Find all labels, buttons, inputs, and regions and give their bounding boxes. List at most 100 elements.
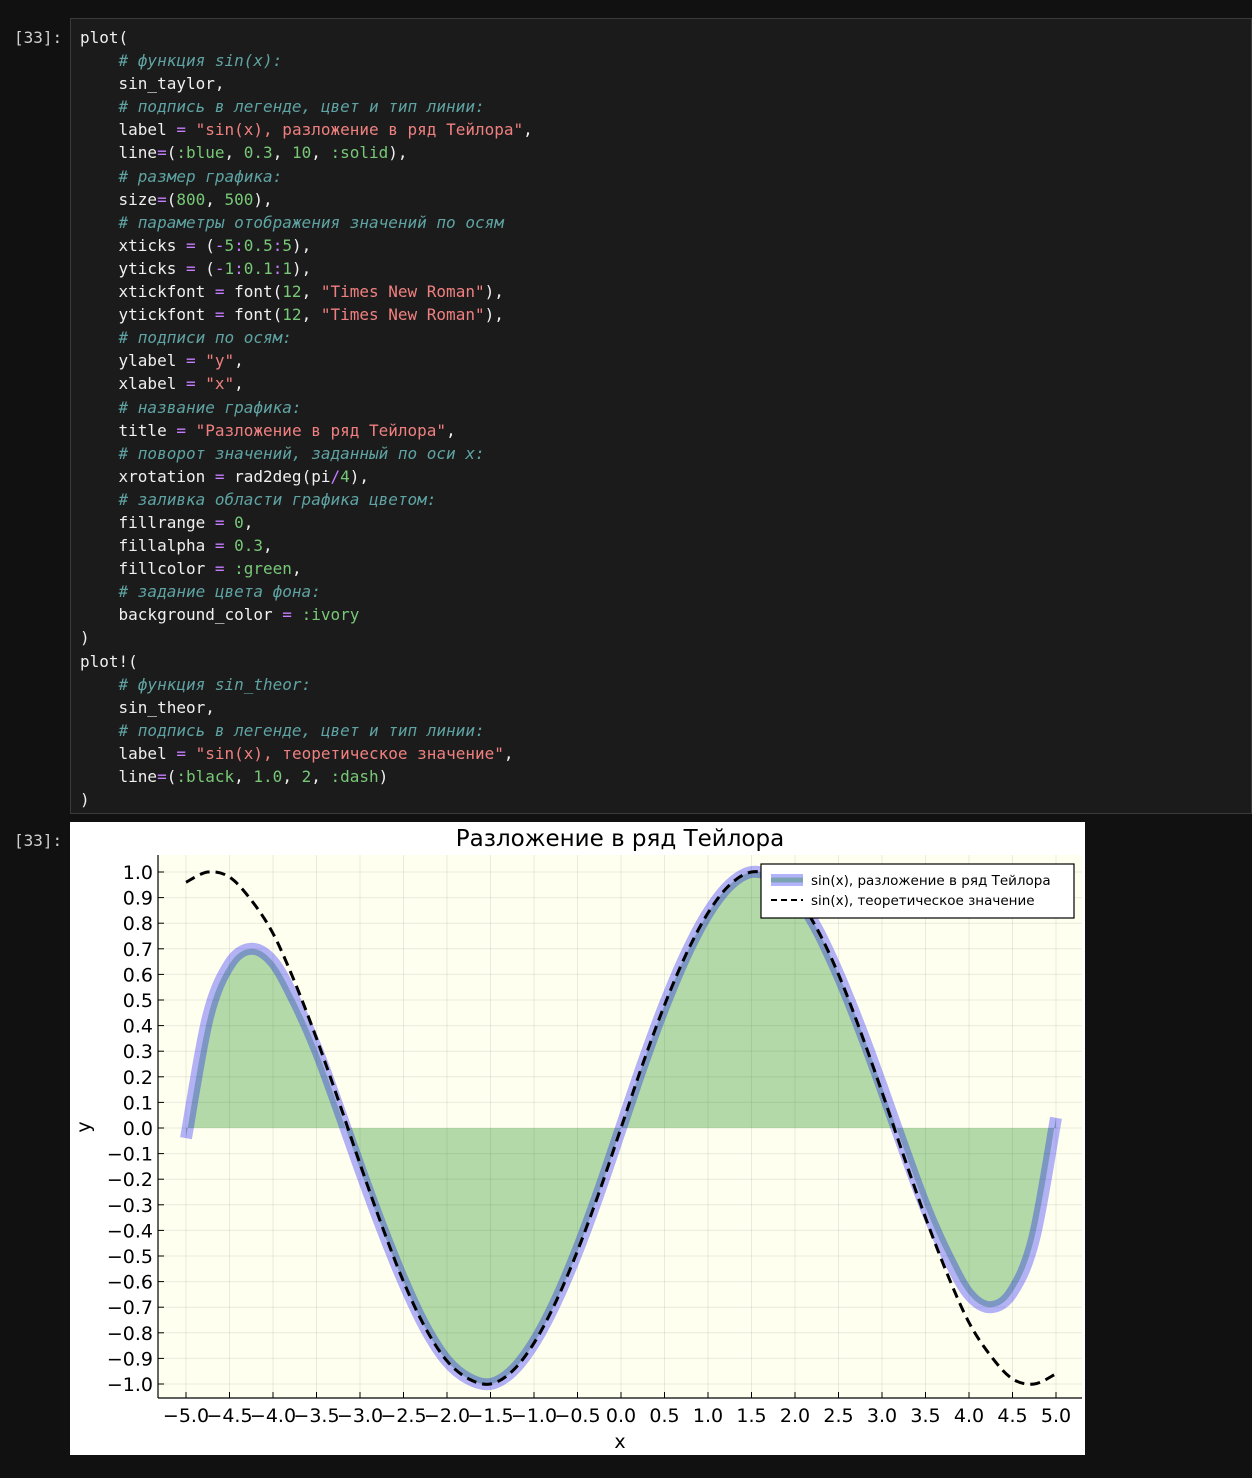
y-tick-label: 1.0 — [123, 862, 153, 884]
x-tick-label: −2.5 — [380, 1405, 426, 1427]
code-token: font( — [224, 305, 283, 325]
x-tick-label: 0.5 — [649, 1405, 679, 1427]
code-token: = — [282, 605, 292, 625]
plot-area — [158, 855, 1082, 1398]
code-token: xrotation — [80, 466, 215, 486]
code-token: # подпись в легенде, цвет и тип линии: — [118, 97, 485, 117]
code-token: "Times New Roman" — [320, 282, 485, 302]
y-tick-label: 0.5 — [123, 990, 153, 1012]
code-token — [186, 744, 196, 763]
code-token: ), — [291, 235, 312, 255]
code-token: = — [157, 143, 167, 163]
y-tick-label: 0.4 — [123, 1016, 153, 1038]
code-token: ( — [195, 258, 215, 278]
code-token — [80, 213, 119, 232]
code-token: "Times New Roman" — [320, 305, 485, 325]
code-token: # размер графика: — [118, 166, 283, 186]
code-token: # подписи по осям: — [118, 328, 292, 348]
code-line: fillcolor = :green, — [80, 559, 302, 578]
code-line: # заливка области графика цветом: — [80, 490, 437, 509]
y-tick-label: −0.7 — [107, 1297, 153, 1319]
code-token — [292, 605, 302, 624]
code-token: "x" — [205, 374, 235, 394]
code-token: = — [214, 282, 225, 302]
code-token: , — [205, 189, 225, 209]
x-tick-label: 5.0 — [1041, 1405, 1071, 1427]
code-token: ( — [166, 189, 177, 209]
x-tick-label: −2.0 — [424, 1405, 470, 1427]
y-tick-label: −0.9 — [107, 1348, 153, 1370]
code-line: # подписи по осям: — [80, 328, 292, 347]
code-token: font( — [224, 282, 283, 302]
code-token: :black — [176, 767, 235, 786]
code-token: 5 — [282, 235, 292, 255]
code-token: , — [291, 559, 302, 579]
code-token: = — [214, 512, 225, 532]
code-token: - — [214, 235, 225, 255]
code-token — [196, 351, 206, 370]
code-cell[interactable]: plot( # функция sin(x): sin_taylor, # по… — [70, 18, 1252, 814]
code-token: # параметры отображения значений по осям — [118, 212, 504, 232]
y-tick-label: 0.2 — [123, 1067, 153, 1089]
code-token: fillrange — [80, 512, 215, 532]
code-token: : — [272, 235, 283, 255]
code-token: ) — [80, 790, 90, 810]
code-token: ( — [195, 235, 215, 255]
code-token: "Разложение в ряд Тейлора" — [195, 420, 447, 440]
code-token: ), — [484, 305, 504, 325]
y-tick-label: 0.6 — [123, 964, 153, 986]
code-token: :ivory — [301, 605, 360, 625]
y-tick-label: 0.3 — [123, 1041, 153, 1063]
series-theor-line — [185, 870, 1057, 1386]
code-token: = — [176, 420, 186, 440]
code-token: 800 — [176, 189, 206, 209]
code-line: # поворот значений, заданный по оси x: — [80, 444, 485, 463]
code-token: , — [272, 143, 292, 163]
x-tick-label: 3.5 — [910, 1405, 940, 1427]
code-line: yticks = (-1:0.1:1), — [80, 258, 312, 278]
code-line: xticks = (-5:0.5:5), — [80, 235, 312, 255]
code-token: # функция sin_theor: — [118, 674, 312, 694]
code-token: xlabel — [80, 374, 186, 394]
code-token: , — [311, 767, 331, 786]
code-token — [225, 559, 235, 578]
code-token: 2 — [301, 767, 312, 786]
code-token: 500 — [224, 189, 254, 209]
code-token: ylabel — [80, 351, 186, 371]
code-token: , — [243, 512, 254, 532]
code-token: , — [234, 767, 254, 786]
y-tick-label: −0.5 — [107, 1246, 153, 1268]
code-token: , — [311, 143, 331, 163]
code-token: label — [80, 743, 177, 763]
code-token — [80, 167, 119, 186]
code-token: sin_theor, — [80, 697, 215, 717]
code-token: title — [80, 420, 177, 440]
code-line: line=(:black, 1.0, 2, :dash) — [80, 767, 389, 786]
x-tick-label: −3.0 — [337, 1405, 383, 1427]
code-token: 4 — [340, 466, 350, 486]
x-tick-label: 2.0 — [780, 1405, 810, 1427]
code-token: = — [214, 466, 225, 486]
code-token: 1 — [224, 258, 235, 278]
code-token — [186, 421, 196, 440]
x-tick-label: −0.5 — [554, 1405, 600, 1427]
code-token: : — [234, 235, 244, 255]
code-token: 0.5 — [243, 235, 273, 255]
code-editor[interactable]: plot( # функция sin(x): sin_taylor, # по… — [80, 26, 533, 811]
code-line: xlabel = "x", — [80, 374, 244, 393]
y-tick-label: −0.2 — [107, 1169, 153, 1191]
code-token: ), — [388, 143, 408, 163]
code-token: = — [214, 305, 225, 325]
code-token: yticks — [80, 258, 186, 278]
code-token: , — [446, 420, 456, 440]
code-token — [80, 97, 119, 116]
code-token: 0.3 — [234, 536, 264, 556]
code-token: ), — [253, 189, 273, 209]
series-taylor-line — [180, 865, 1062, 1391]
code-line: # подпись в легенде, цвет и тип линии: — [80, 97, 485, 116]
code-token: = — [176, 120, 186, 140]
code-line: label = "sin(x), разложение в ряд Тейлор… — [80, 120, 533, 139]
x-tick-label: 1.5 — [736, 1405, 766, 1427]
code-line: ) — [80, 790, 90, 809]
code-token: , — [523, 120, 533, 140]
